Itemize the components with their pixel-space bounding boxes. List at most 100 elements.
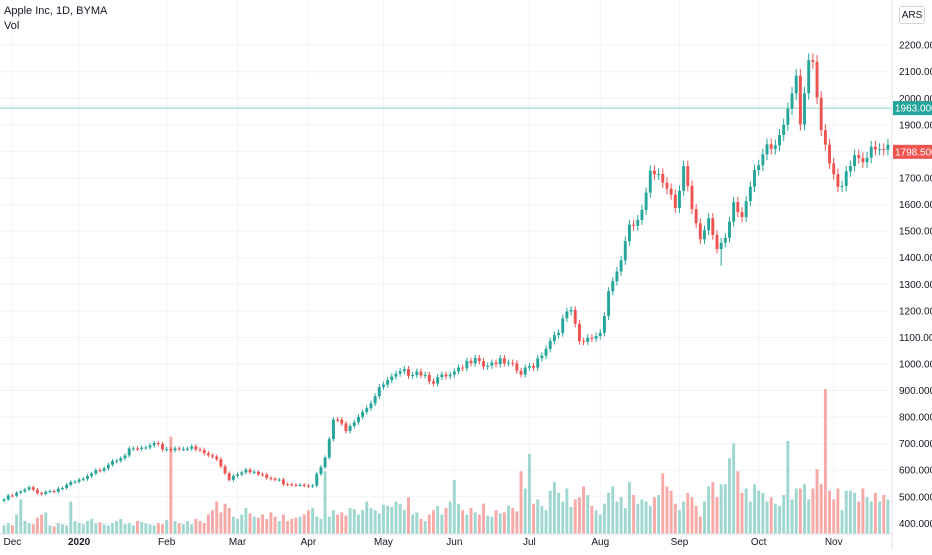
candle-body (448, 374, 452, 377)
candle-body (436, 377, 440, 384)
candle-body (236, 474, 240, 476)
candle-body (240, 472, 244, 475)
volume-bar (611, 486, 615, 534)
candle-body (536, 358, 540, 368)
candle-body (790, 93, 794, 109)
volume-bar (411, 514, 415, 534)
volume-bar (169, 436, 173, 534)
candle-body (836, 174, 840, 187)
volume-bar (673, 503, 677, 534)
candle-body (298, 484, 302, 486)
volume-bar (586, 495, 590, 534)
volume-bar (507, 505, 510, 534)
currency-button[interactable]: ARS (899, 6, 925, 24)
candle-body (673, 194, 677, 209)
volume-bar (165, 519, 169, 534)
candle-body (532, 366, 536, 368)
volume-bar (373, 510, 377, 534)
candle-body (665, 182, 669, 189)
volume-bar (390, 506, 394, 534)
candle-body (73, 481, 77, 483)
volume-bar (623, 508, 627, 534)
candle-body (248, 469, 252, 473)
candle-body (611, 281, 615, 292)
volume-bar (465, 514, 469, 534)
candle-body (557, 332, 561, 336)
volume-bar (698, 516, 702, 534)
volume-bar (473, 512, 477, 534)
volume-bar (323, 471, 327, 534)
volume-bar (302, 514, 306, 534)
volume-bar (111, 523, 114, 534)
candle-body (427, 374, 431, 382)
candle-body (102, 468, 106, 471)
candle-body (865, 157, 869, 163)
volume-bar (811, 488, 815, 534)
volume-bar (331, 510, 335, 534)
candle-body (56, 488, 60, 492)
candle-body (281, 479, 285, 485)
volume-bar (98, 522, 102, 534)
candle-body (286, 484, 290, 486)
candle-body (782, 124, 786, 136)
candle-body (119, 458, 123, 461)
volume-bar (361, 510, 365, 534)
volume-bar (161, 524, 164, 534)
candle-body (719, 242, 723, 249)
candle-body (632, 224, 636, 226)
volume-bar (486, 515, 490, 534)
candle-body (577, 323, 581, 342)
volume-bar (540, 505, 544, 534)
y-tick-label: 400.000 (899, 519, 932, 530)
volume-bar (40, 514, 44, 534)
volume-bar (173, 521, 177, 534)
candle-body (469, 360, 473, 364)
candle-body (773, 145, 777, 149)
candle-body (602, 316, 606, 333)
volume-bar (678, 510, 681, 534)
volume-bar (402, 510, 406, 534)
volume-bar (294, 517, 298, 534)
volume-bar (723, 484, 727, 534)
candle-body (686, 166, 690, 186)
candle-body (757, 165, 761, 171)
candle-body (386, 380, 390, 385)
volume-bar (769, 497, 773, 534)
volume-bar (60, 524, 64, 534)
volume-bar (832, 499, 836, 534)
candle-body (482, 361, 485, 367)
volume-bar (594, 510, 598, 534)
candle-body (623, 241, 627, 261)
candle-body (678, 190, 681, 209)
volume-bar (798, 488, 802, 534)
volume-bar (615, 501, 619, 534)
volume-bar (10, 525, 14, 534)
candle-body (878, 149, 882, 151)
volume-bar (231, 516, 235, 534)
y-tick-label: 500.000 (899, 492, 932, 503)
volume-bar (515, 511, 519, 534)
candle-body (507, 362, 510, 364)
candle-body (832, 163, 836, 175)
candle-body (136, 448, 139, 450)
volume-bar (115, 521, 119, 534)
volume-bar (2, 525, 6, 534)
candle-body (494, 362, 498, 365)
volume-bar (694, 505, 698, 534)
volume-bar (215, 501, 219, 534)
candle-body (202, 449, 206, 454)
legend: Apple Inc, 1D, BYMA Vol (4, 4, 107, 34)
volume-bar (327, 516, 331, 534)
volume-bar (15, 514, 19, 534)
volume-bar (607, 492, 611, 534)
x-tick-label: 2020 (68, 537, 91, 548)
volume-bar (865, 497, 869, 534)
candle-body (140, 447, 144, 449)
volume-bar (44, 512, 48, 534)
volume-bar (552, 482, 556, 534)
candle-body (477, 358, 481, 362)
volume-bar (652, 497, 656, 534)
volume-bar (819, 484, 823, 534)
candle-body (407, 368, 410, 376)
candle-body (31, 487, 35, 490)
